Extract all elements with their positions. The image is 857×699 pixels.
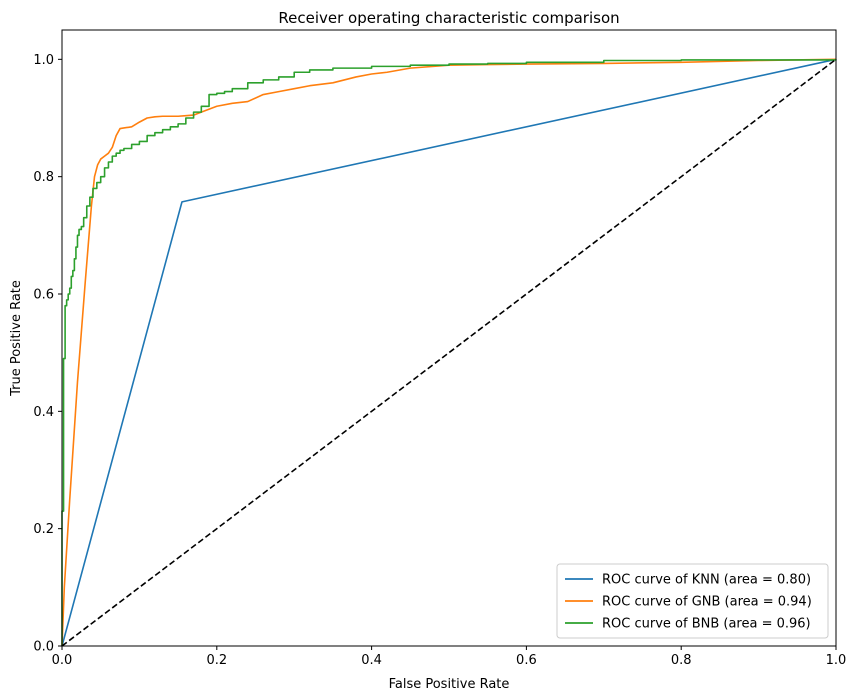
axes-layer [61, 29, 837, 647]
x-axis: 0.0 0.2 0.4 0.6 0.8 1.0 [52, 646, 847, 668]
plot-area [62, 30, 836, 646]
y-axis-label: True Positive Rate [9, 280, 24, 397]
y-tick-label: 0.0 [33, 640, 54, 655]
plot-background [62, 30, 836, 646]
x-tick-label: 0.4 [361, 653, 382, 668]
y-tick-label: 0.6 [33, 288, 54, 303]
x-tick-label: 0.6 [516, 653, 537, 668]
y-tick-label: 0.4 [33, 405, 54, 420]
x-tick-label: 1.0 [826, 653, 847, 668]
y-tick-label: 0.8 [33, 170, 54, 185]
series-layer [61, 58, 837, 647]
series-line-0 [61, 58, 837, 647]
x-axis-label: False Positive Rate [389, 677, 510, 692]
legend: ROC curve of KNN (area = 0.80) ROC curve … [556, 563, 829, 639]
legend-box [556, 563, 829, 639]
series-line-1 [61, 58, 837, 647]
legend-entry: ROC curve of GNB (area = 0.94) [602, 595, 812, 610]
chart-title: Receiver operating characteristic compar… [278, 9, 619, 27]
legend-entry: ROC curve of BNB (area = 0.96) [602, 617, 811, 632]
x-tick-label: 0.0 [52, 653, 73, 668]
plot-frame [61, 29, 837, 647]
series-line-2 [61, 59, 837, 646]
legend-entry: ROC curve of KNN (area = 0.80) [602, 573, 811, 588]
y-tick-label: 0.2 [33, 522, 54, 537]
y-tick-label: 1.0 [33, 53, 54, 68]
x-tick-label: 0.8 [671, 653, 692, 668]
y-axis: 0.0 0.2 0.4 0.6 0.8 1.0 [33, 53, 62, 655]
x-tick-label: 0.2 [206, 653, 227, 668]
